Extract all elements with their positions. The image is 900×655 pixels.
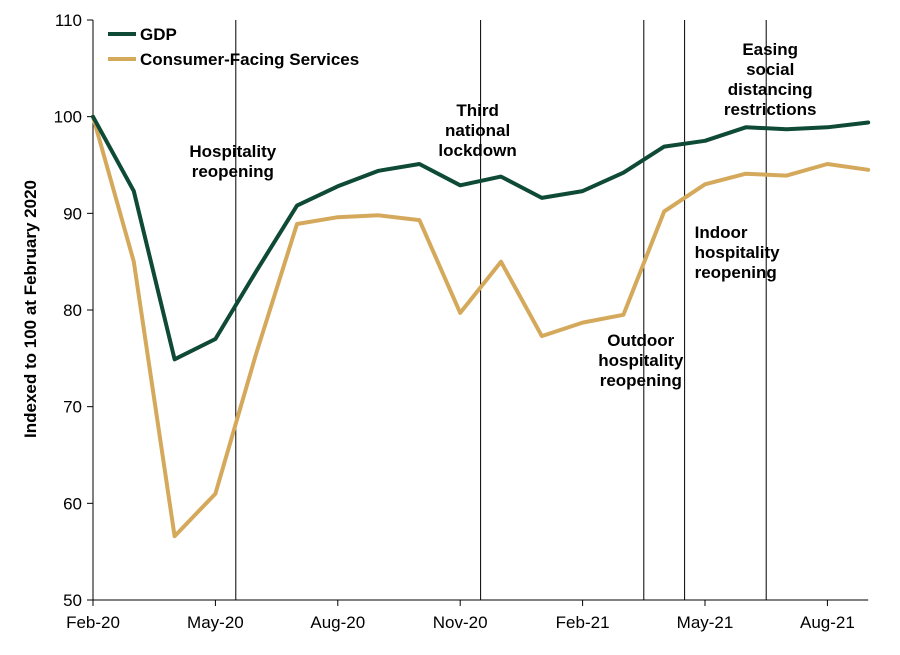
series-lines <box>91 114 871 539</box>
annotation-line: distancing <box>728 80 813 99</box>
y-tick-label: 60 <box>63 494 82 513</box>
x-tick-label: Feb-20 <box>66 613 120 632</box>
event-markers <box>235 20 767 600</box>
annotation-line: Indoor <box>695 223 748 242</box>
x-tick-label: Aug-20 <box>310 613 365 632</box>
annotation-line: social <box>746 60 794 79</box>
annotation-line: Third <box>456 101 499 120</box>
x-tick-label: May-21 <box>677 613 734 632</box>
annotation-line: reopening <box>192 162 274 181</box>
y-tick-label: 100 <box>54 108 82 127</box>
annotation-line: reopening <box>600 371 682 390</box>
x-tick-label: Aug-21 <box>800 613 855 632</box>
x-tick-label: Feb-21 <box>556 613 610 632</box>
event-annotation-2: Outdoor hospitality reopening <box>598 331 684 390</box>
event-annotation-4: Easing social distancing restrictions <box>724 40 817 119</box>
annotation-line: hospitality <box>598 351 684 370</box>
legend-label: Consumer-Facing Services <box>140 50 359 69</box>
y-tick-label: 70 <box>63 398 82 417</box>
annotation-line: lockdown <box>438 141 516 160</box>
legend: GDP Consumer-Facing Services <box>108 25 359 69</box>
y-tick-label: 80 <box>63 301 82 320</box>
event-annotation-3: Indoor hospitality reopening <box>695 223 781 282</box>
legend-label: GDP <box>140 25 177 44</box>
x-tick-label: May-20 <box>187 613 244 632</box>
annotation-line: Hospitality <box>189 142 276 161</box>
x-tick-label: Nov-20 <box>433 613 488 632</box>
annotation-line: reopening <box>695 263 777 282</box>
series-line-gdp <box>91 114 871 362</box>
annotation-line: restrictions <box>724 100 817 119</box>
event-annotation-0: Hospitality reopening <box>189 142 276 181</box>
y-tick-label: 110 <box>55 11 82 30</box>
series-line-consumer-facing-services <box>91 114 871 539</box>
event-annotation-1: Third national lockdown <box>438 101 516 160</box>
annotation-line: national <box>445 121 510 140</box>
annotation-line: Outdoor <box>607 331 674 350</box>
annotation-line: hospitality <box>695 243 781 262</box>
y-axis-title: Indexed to 100 at February 2020 <box>21 180 40 438</box>
y-tick-label: 90 <box>63 204 82 223</box>
annotation-line: Easing <box>742 40 798 59</box>
y-tick-label: 50 <box>63 591 82 610</box>
